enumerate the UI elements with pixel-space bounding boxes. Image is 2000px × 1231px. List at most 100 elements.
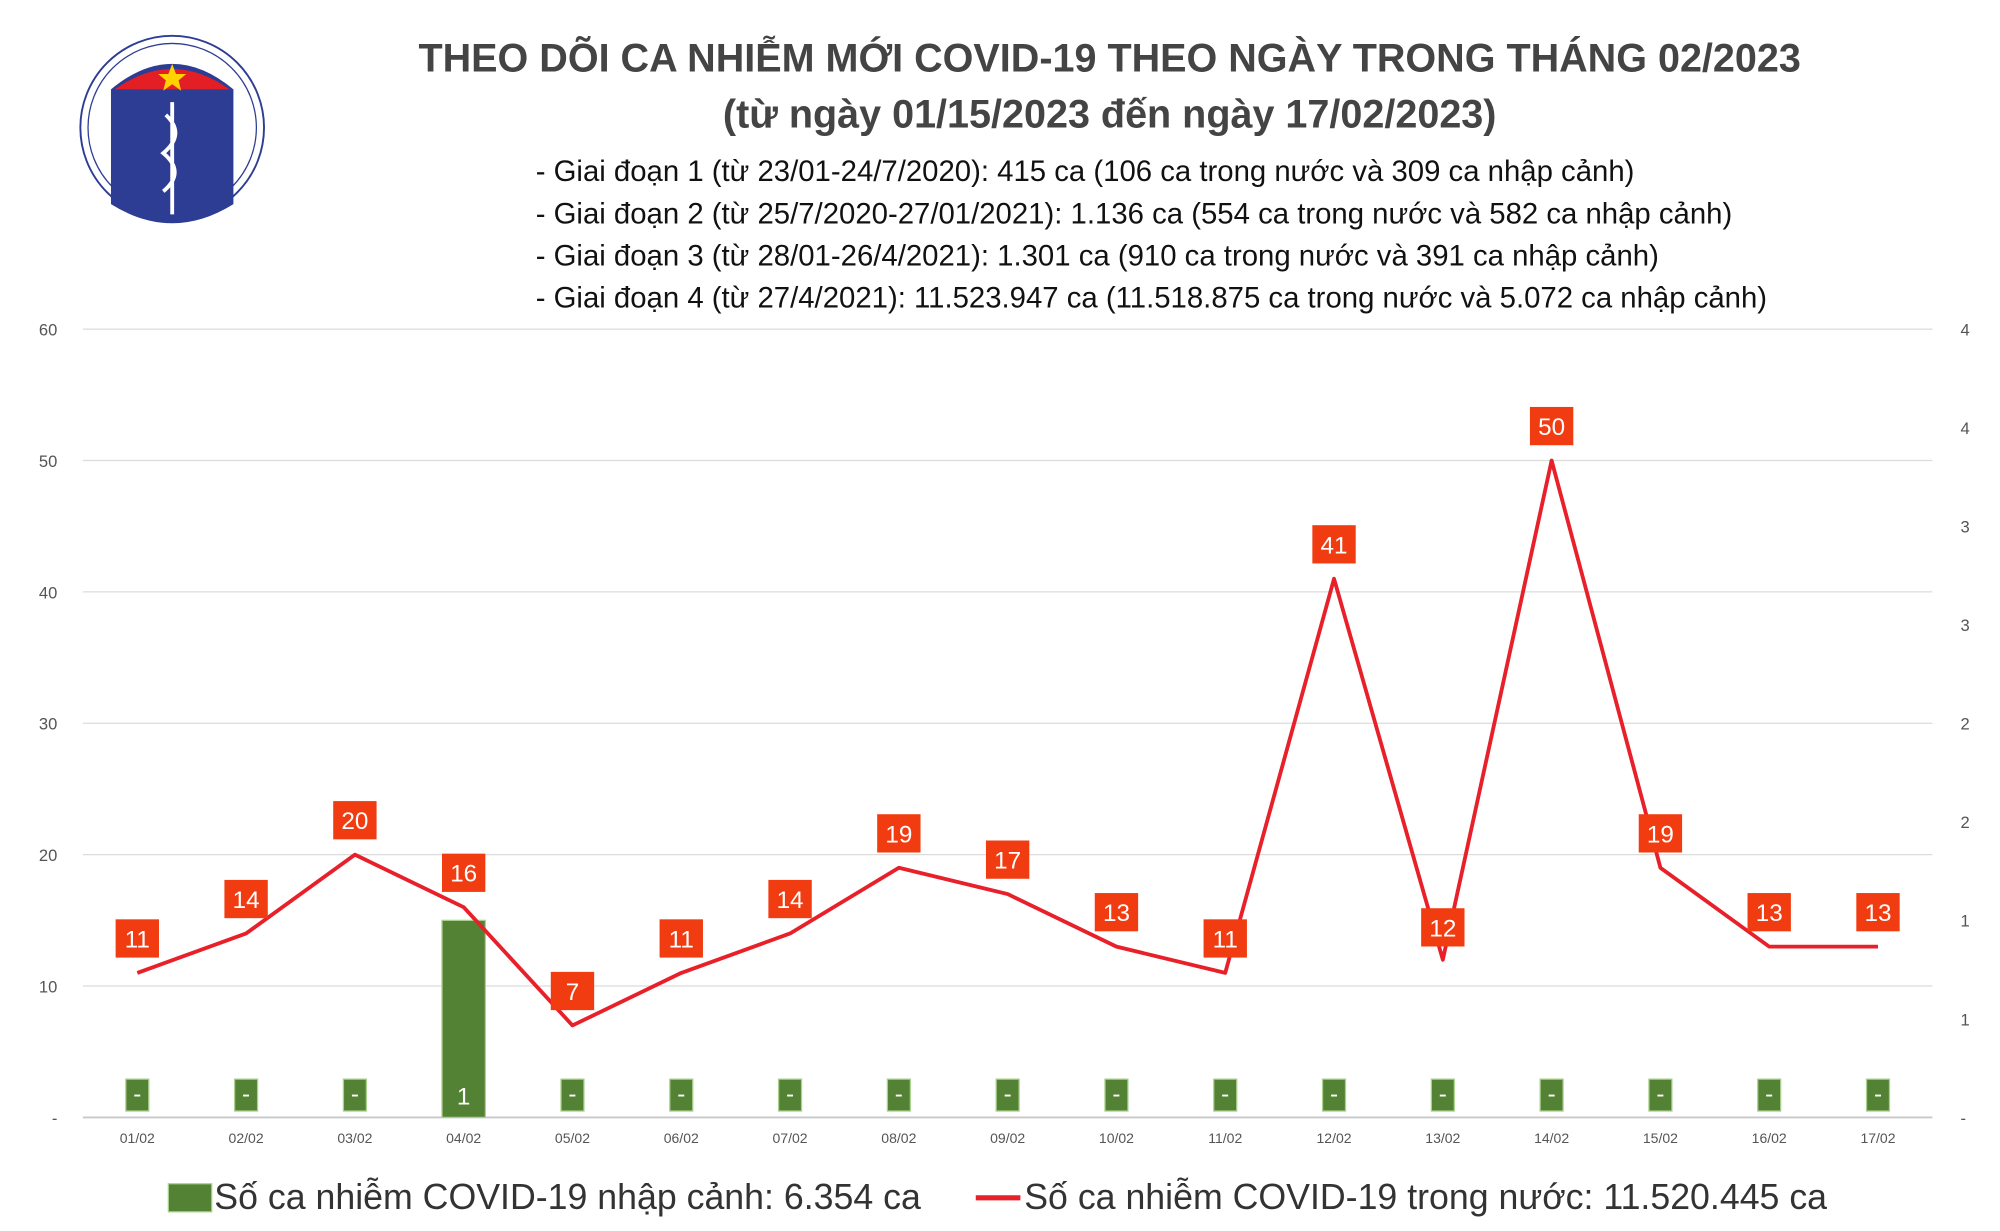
line-data-label-box <box>442 853 486 892</box>
left-axis-tick: - <box>52 1109 58 1128</box>
line-data-label-box <box>877 814 921 853</box>
legend-bar-swatch <box>167 1183 213 1213</box>
stage-note: - Giai đoạn 2 (từ 25/7/2020-27/01/2021):… <box>536 197 1733 230</box>
line-data-label: 14 <box>233 887 260 914</box>
line-data-label-box <box>768 879 812 919</box>
line-data-label: 50 <box>1538 414 1565 441</box>
bar-label: - <box>133 1081 141 1108</box>
import-bar <box>1321 1078 1347 1112</box>
x-axis-tick: 12/02 <box>1316 1130 1351 1146</box>
line-data-label-box <box>1747 893 1791 932</box>
line-data-label: 19 <box>1647 821 1674 848</box>
import-bar <box>777 1078 803 1112</box>
bar-label: - <box>351 1081 359 1108</box>
import-bar <box>886 1078 911 1112</box>
x-axis-tick: 08/02 <box>881 1130 916 1146</box>
line-data-label: 17 <box>994 848 1021 875</box>
import-bar <box>125 1078 150 1112</box>
right-axis-tick: 3 <box>1960 518 1969 537</box>
import-bar <box>1213 1078 1238 1112</box>
left-axis-tick: 40 <box>39 583 57 602</box>
x-axis-tick: 10/02 <box>1099 1130 1134 1146</box>
line-data-label-box <box>224 879 268 919</box>
ministry-logo <box>79 34 265 224</box>
line-data-label-box <box>985 840 1030 879</box>
x-axis-tick: 01/02 <box>120 1130 155 1146</box>
bar-label: - <box>1765 1081 1773 1108</box>
right-axis-tick: 2 <box>1960 813 1969 832</box>
line-data-label-box <box>1312 525 1356 564</box>
bar-label: - <box>1004 1081 1012 1108</box>
bar-label: - <box>1874 1081 1882 1108</box>
stage-note: - Giai đoạn 3 (từ 28/01-26/4/2021): 1.30… <box>536 239 1659 272</box>
line-data-label: 11 <box>1213 926 1238 953</box>
line-data-label-box <box>1203 919 1247 958</box>
bar-label: - <box>786 1081 794 1108</box>
bar-label: - <box>1112 1081 1120 1108</box>
line-data-label-box <box>1856 893 1900 932</box>
line-data-label: 13 <box>1756 900 1783 927</box>
x-axis-tick: 17/02 <box>1860 1130 1895 1146</box>
left-axis-tick: 50 <box>39 452 57 471</box>
import-bar <box>1104 1078 1129 1112</box>
left-axis-tick: 30 <box>39 715 57 734</box>
left-axis-tick: 60 <box>39 321 57 340</box>
import-bar <box>441 919 487 1119</box>
bar-label: - <box>895 1081 903 1108</box>
x-axis-tick: 04/02 <box>446 1130 481 1146</box>
bar-label: - <box>1656 1081 1664 1108</box>
line-data-label: 16 <box>450 861 477 888</box>
right-axis-tick: 4 <box>1960 321 1969 340</box>
x-axis-tick: 07/02 <box>773 1130 808 1146</box>
line-data-label: 14 <box>777 887 804 914</box>
line-data-label: 12 <box>1429 915 1456 942</box>
import-bar <box>1865 1078 1891 1112</box>
bar-label: - <box>1221 1081 1229 1108</box>
x-axis-tick: 05/02 <box>555 1130 590 1146</box>
x-axis-tick: 16/02 <box>1752 1130 1787 1146</box>
line-data-label: 13 <box>1865 900 1892 927</box>
bar-label: - <box>1330 1081 1338 1108</box>
legend-import: Số ca nhiễm COVID-19 nhập cảnh: 6.354 ca <box>214 1177 921 1217</box>
x-axis-tick: 06/02 <box>664 1130 699 1146</box>
line-data-label: 11 <box>669 926 694 953</box>
x-axis-tick: 02/02 <box>229 1130 264 1146</box>
bar-label: - <box>1548 1081 1556 1108</box>
right-axis-tick: 1 <box>1960 912 1969 931</box>
line-data-label-box <box>659 919 703 958</box>
bar-label: - <box>242 1081 250 1108</box>
right-axis-tick: 1 <box>1960 1010 1969 1029</box>
import-bar <box>233 1078 259 1112</box>
line-data-label: 19 <box>885 821 912 848</box>
left-axis-tick: 20 <box>39 846 57 865</box>
stage-note: - Giai đoạn 1 (từ 23/01-24/7/2020): 415 … <box>536 155 1635 188</box>
domestic-line <box>136 458 1879 1028</box>
line-data-label: 41 <box>1321 532 1348 559</box>
import-bar <box>1539 1078 1564 1112</box>
x-axis-tick: 09/02 <box>990 1130 1025 1146</box>
bar-label: - <box>677 1081 685 1108</box>
line-data-label-box <box>550 971 595 1011</box>
right-axis-tick: 4 <box>1960 419 1969 438</box>
bar-label: - <box>568 1081 576 1108</box>
import-bar <box>995 1078 1020 1112</box>
import-bar <box>669 1078 694 1112</box>
import-bar <box>1430 1078 1455 1112</box>
x-axis-tick: 11/02 <box>1208 1130 1242 1146</box>
line-data-label-box <box>1529 406 1574 446</box>
x-axis-tick: 15/02 <box>1643 1130 1678 1146</box>
right-axis-tick: 3 <box>1960 616 1969 635</box>
x-axis-tick: 13/02 <box>1425 1130 1460 1146</box>
line-data-label: 7 <box>566 979 579 1006</box>
right-axis-tick: - <box>1960 1109 1966 1128</box>
line-data-label-box <box>115 919 159 958</box>
bar-label: - <box>1439 1081 1447 1108</box>
line-data-label-box <box>333 801 377 840</box>
line-data-label: 20 <box>341 808 368 835</box>
import-bar <box>560 1078 585 1112</box>
x-axis-tick: 14/02 <box>1534 1130 1569 1146</box>
bar-label: 1 <box>457 1084 470 1111</box>
line-data-label-box <box>1421 908 1465 947</box>
import-bar <box>1757 1078 1782 1112</box>
